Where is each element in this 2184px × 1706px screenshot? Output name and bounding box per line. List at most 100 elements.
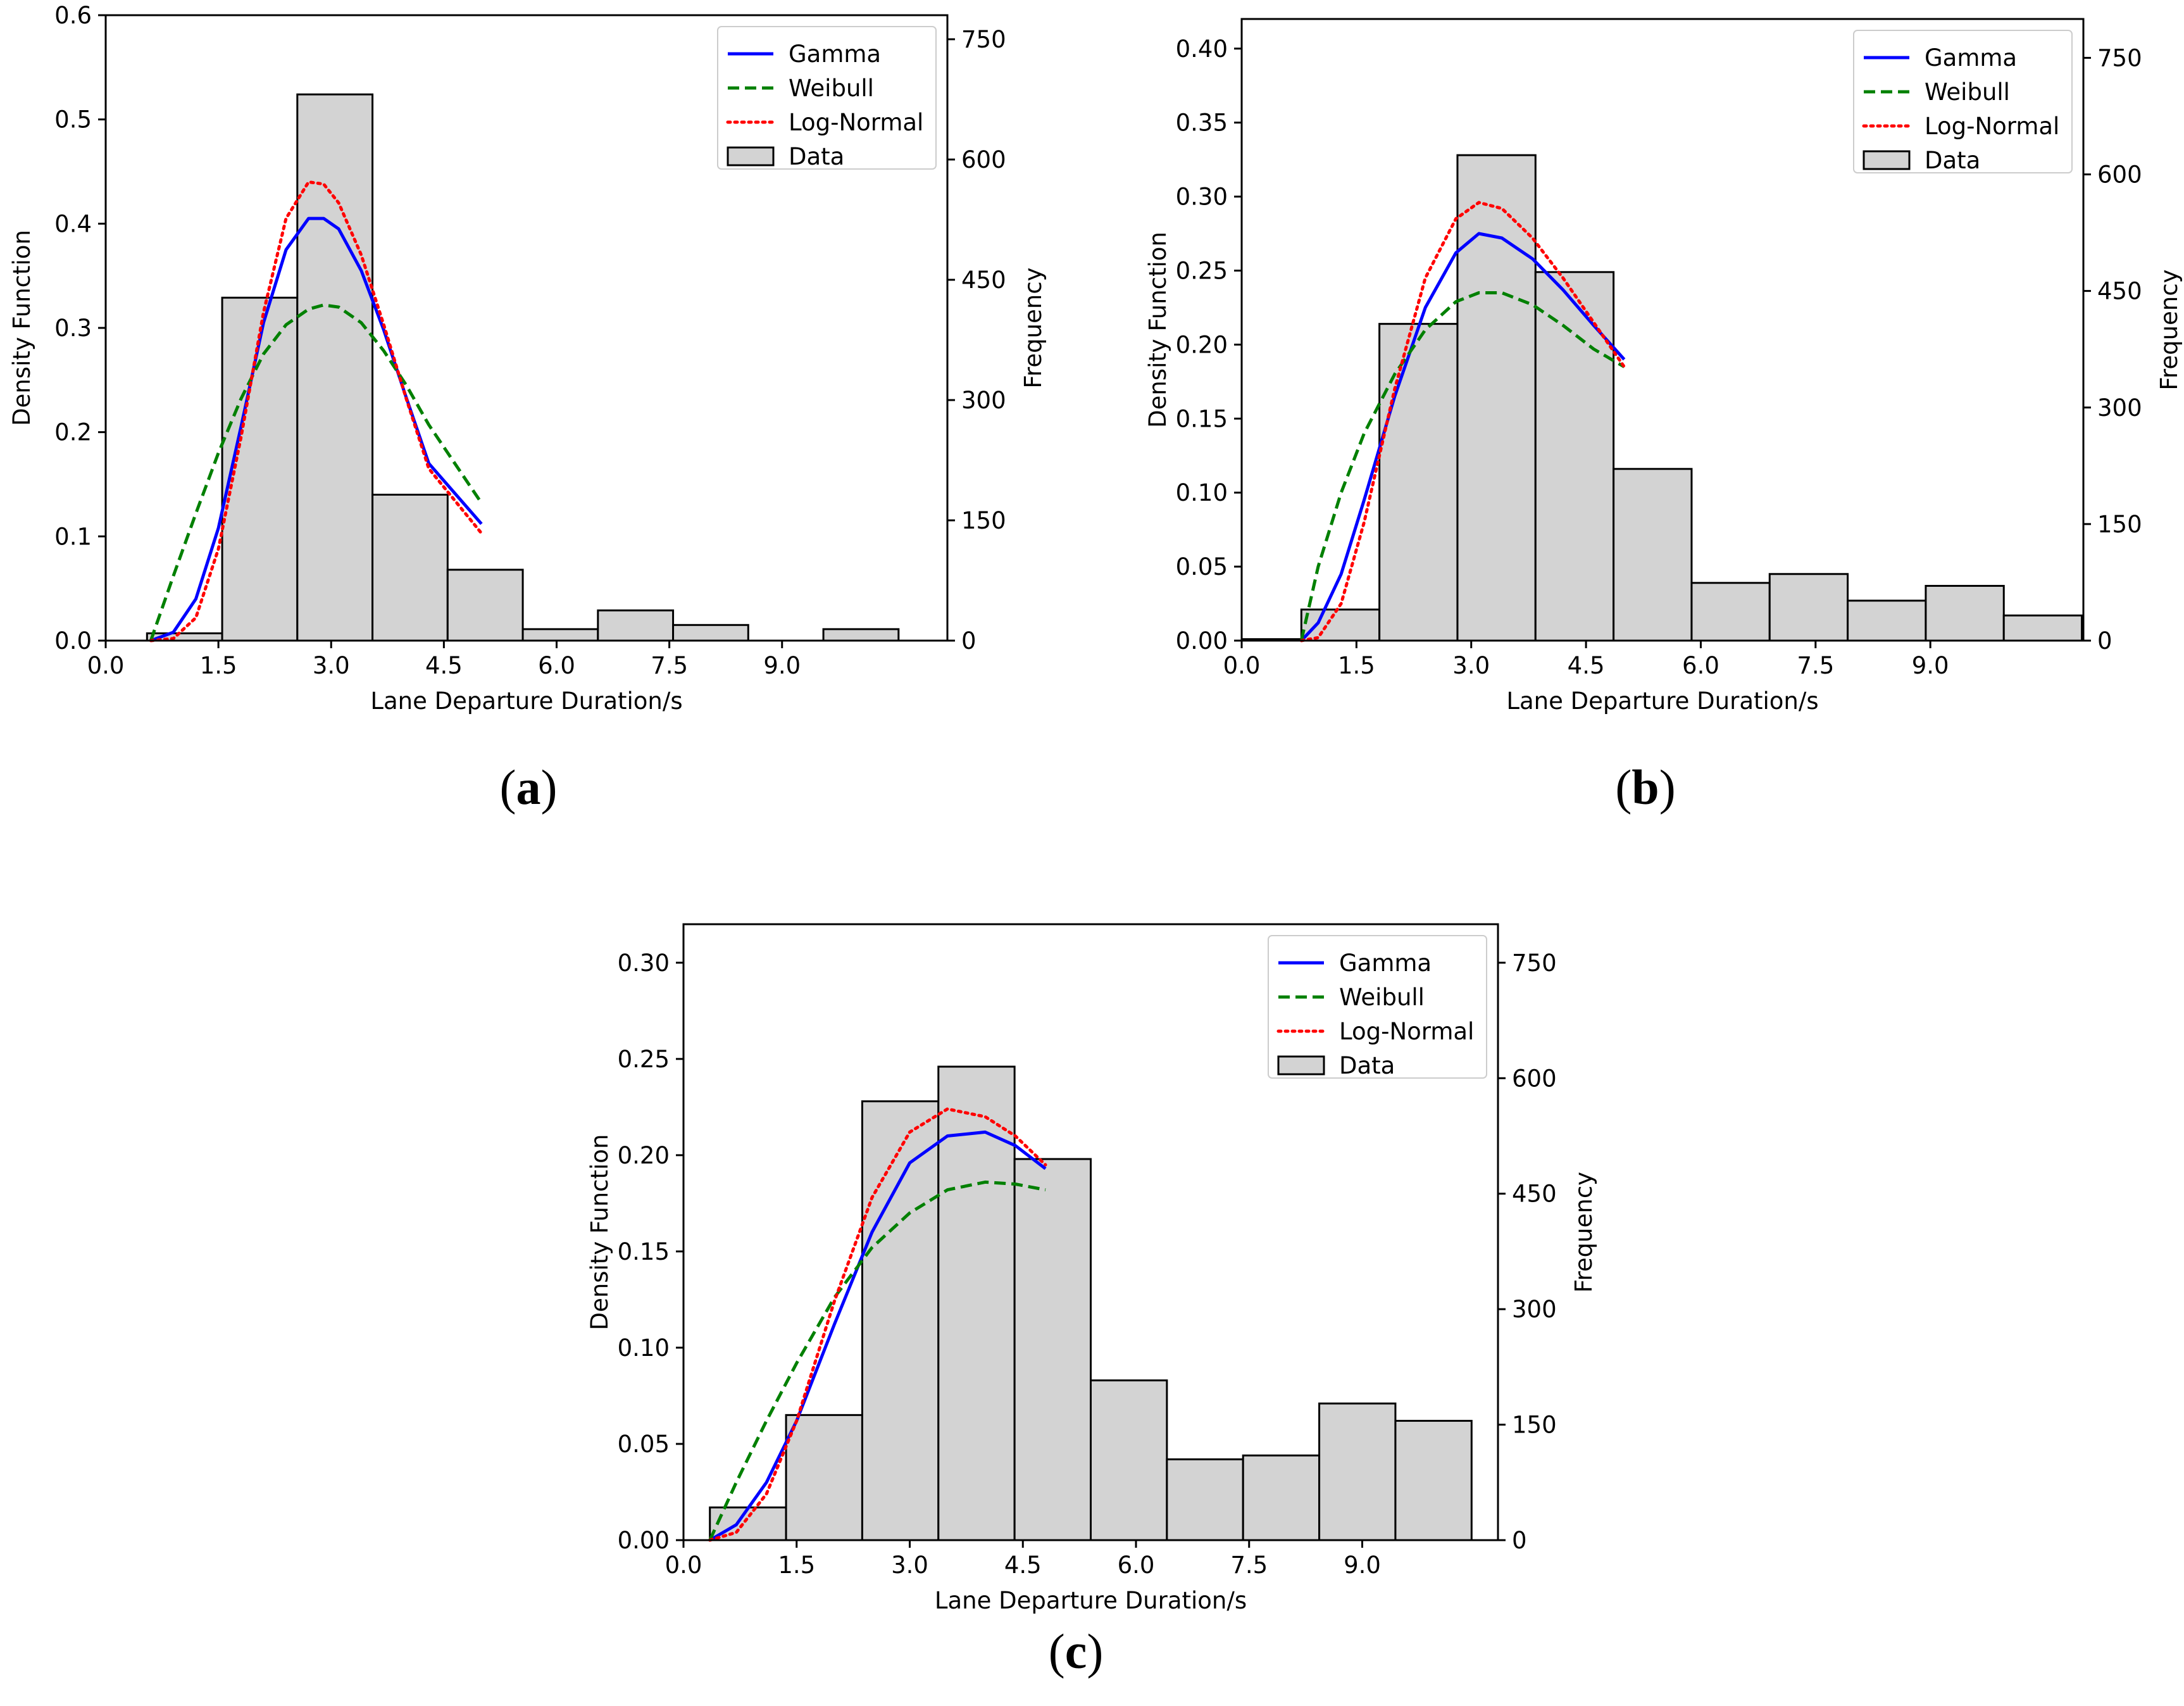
legend-label: Log-Normal xyxy=(789,109,923,136)
histogram-bar xyxy=(1847,599,1927,642)
legend-label: Gamma xyxy=(789,41,881,68)
y-tick-label: 0.15 xyxy=(618,1238,670,1265)
x-tick-label: 1.5 xyxy=(778,1552,815,1579)
x-tick-label: 9.0 xyxy=(1344,1552,1381,1579)
histogram-bar xyxy=(446,568,524,642)
legend-label: Data xyxy=(789,143,844,170)
log-normal-curve xyxy=(1299,201,1626,643)
legend-label: Data xyxy=(1339,1052,1395,1079)
y-tick-label: 0.25 xyxy=(618,1046,670,1073)
y2-tick-label: 600 xyxy=(961,146,1006,173)
histogram-bar xyxy=(822,628,900,642)
histogram-bar xyxy=(861,1100,940,1541)
histogram-bar xyxy=(2002,614,2083,642)
x-tick-label: 7.5 xyxy=(1797,652,1834,679)
y-tick-label: 0.35 xyxy=(1176,110,1228,137)
legend-label: Log-Normal xyxy=(1339,1018,1474,1045)
panel-a: 0.0 1.5 3.0 4.5 6.0 7.5 9.0 0.0 0.1 0.2 0.3 0.4 0.5 0… xyxy=(8,2,1047,815)
x-tick-label: 6.0 xyxy=(538,652,575,679)
x-tick-label: 7.5 xyxy=(651,652,688,679)
y-tick-label: 0.2 xyxy=(54,419,92,446)
y-tick-label: 0.30 xyxy=(1176,184,1228,211)
legend-label: Gamma xyxy=(1925,44,2017,72)
y2-tick-label: 0 xyxy=(2097,627,2112,655)
panel-label: (c) xyxy=(1049,1624,1104,1679)
histogram-bar xyxy=(1690,582,1771,642)
y-tick-label: 0.25 xyxy=(1176,257,1228,284)
histogram-bar xyxy=(1300,608,1381,642)
x-tick-label: 7.5 xyxy=(1230,1552,1268,1579)
y-axis-title: Density Function xyxy=(586,1134,613,1331)
histogram-bar xyxy=(521,628,599,642)
x-tick-label: 3.0 xyxy=(891,1552,928,1579)
histogram-bar xyxy=(1394,1419,1473,1541)
y-tick-label: 0.30 xyxy=(618,950,670,977)
legend: Gamma Weibull Log-Normal Data xyxy=(1268,935,1487,1079)
y2-tick-label: 150 xyxy=(1512,1412,1557,1439)
y2-axis-title: Frequency xyxy=(2156,269,2183,390)
y-tick-label: 0.6 xyxy=(54,2,92,29)
x-tick-label: 4.5 xyxy=(1568,652,1605,679)
histogram-bar xyxy=(1925,584,2005,642)
x-axis-title: Lane Departure Duration/s xyxy=(370,687,682,715)
histogram-bar xyxy=(1013,1158,1092,1541)
legend-label: Weibull xyxy=(1339,984,1425,1011)
legend-swatch-data xyxy=(1277,1055,1325,1076)
x-tick-label: 6.0 xyxy=(1682,652,1719,679)
weibull-curve xyxy=(1299,291,1625,641)
gamma-curve xyxy=(1300,232,1626,642)
legend: Gamma Weibull Log-Normal Data xyxy=(1853,30,2073,174)
y2-axis-title: Frequency xyxy=(1570,1172,1597,1293)
weibull-curve xyxy=(149,303,483,641)
x-tick-label: 6.0 xyxy=(1118,1552,1155,1579)
histogram-bar xyxy=(1768,573,1849,642)
y-axis-title: Density Function xyxy=(8,230,35,426)
y-tick-label: 0.20 xyxy=(1176,331,1228,358)
x-tick-label: 3.0 xyxy=(1452,652,1490,679)
y2-tick-label: 150 xyxy=(961,507,1006,534)
x-tick-label: 1.5 xyxy=(1338,652,1375,679)
panel-label-open-paren: ( xyxy=(500,760,516,815)
legend-label: Data xyxy=(1925,147,1980,174)
legend-label: Weibull xyxy=(1925,78,2010,106)
x-tick-label: 0.0 xyxy=(1223,652,1261,679)
y-tick-label: 0.10 xyxy=(618,1334,670,1362)
histogram-bar xyxy=(371,493,449,642)
y2-tick-label: 450 xyxy=(2097,278,2142,305)
y-axis-title: Density Function xyxy=(1144,232,1171,428)
axes-frame xyxy=(682,923,1499,1541)
panel-label-letter: c xyxy=(1065,1624,1087,1679)
y-tick-label: 0.0 xyxy=(54,627,92,655)
panel-label: (a) xyxy=(500,760,558,815)
panel-label-close-paren: ) xyxy=(541,760,558,815)
legend-box xyxy=(717,26,937,170)
axes-frame xyxy=(1240,18,2085,642)
histogram-bar xyxy=(1318,1402,1397,1541)
x-tick-label: 0.0 xyxy=(87,652,125,679)
x-tick-label: 9.0 xyxy=(1912,652,1949,679)
y-tick-label: 0.5 xyxy=(54,106,92,134)
x-tick-label: 9.0 xyxy=(763,652,801,679)
y-tick-label: 0.1 xyxy=(54,523,92,550)
y-tick-label: 0.05 xyxy=(618,1431,670,1458)
legend-box xyxy=(1268,935,1487,1079)
histogram-bar xyxy=(672,624,749,642)
histogram-bar xyxy=(1613,468,1693,642)
y2-tick-label: 600 xyxy=(2097,161,2142,189)
panel-label-letter: a xyxy=(516,760,541,815)
x-tick-label: 0.0 xyxy=(665,1552,702,1579)
histogram-bar xyxy=(221,296,299,642)
histogram-bar xyxy=(1242,1454,1321,1541)
legend-swatch-data xyxy=(1863,150,1911,170)
y-tick-label: 0.15 xyxy=(1176,405,1228,432)
legend-label: Gamma xyxy=(1339,950,1432,977)
histogram-bar xyxy=(1090,1379,1168,1541)
x-tick-label: 4.5 xyxy=(1004,1552,1042,1579)
panel-c: 0.0 1.5 3.0 4.5 6.0 7.5 9.0 0.00 0.05 0.10 0.15 0.2… xyxy=(586,923,1597,1679)
weibull-curve xyxy=(708,1180,1046,1541)
panel-b: 0.0 1.5 3.0 4.5 6.0 7.5 9.0 0.00 0.05 0.10 0.15 0.2… xyxy=(1144,18,2183,815)
y-tick-label: 0.00 xyxy=(618,1527,670,1554)
y2-tick-label: 0 xyxy=(1512,1527,1527,1554)
y2-tick-label: 750 xyxy=(961,26,1006,53)
x-axis-title: Lane Departure Duration/s xyxy=(935,1587,1247,1614)
